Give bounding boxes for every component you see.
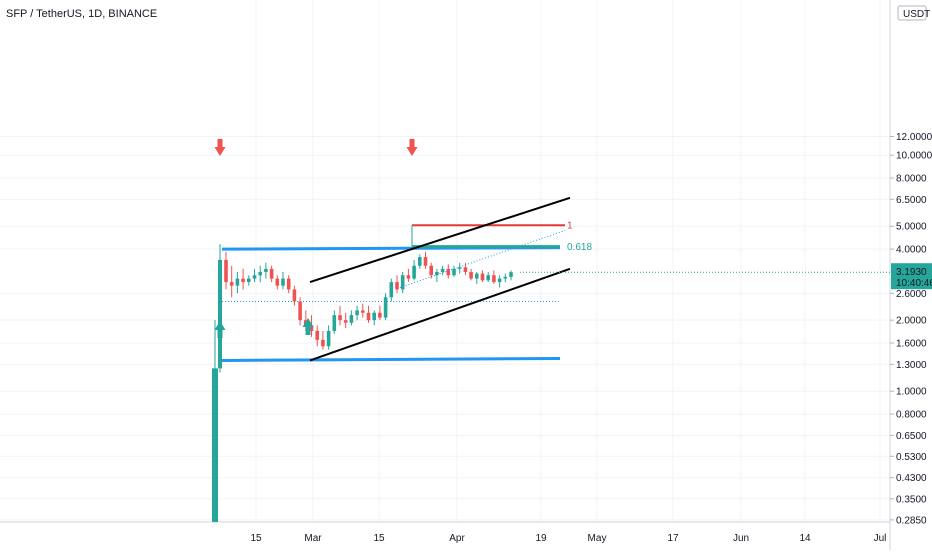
currency-badge [897,5,927,21]
candle-body [378,312,382,318]
y-tick-label: 0.8000 [896,410,927,421]
y-tick-label: 2.0000 [896,316,927,327]
candle-body [383,297,388,318]
candle-body [224,259,228,283]
arrow-down-icon [214,139,226,156]
candle-body [412,265,416,279]
y-tick-label: 4.0000 [896,245,927,256]
support-level-line [221,356,561,362]
candle-body [355,310,359,316]
arrow-up-icon [214,321,226,338]
y-tick-label: 0.2850 [896,515,927,526]
candle-body [486,275,490,281]
y-tick-label: 0.6500 [896,431,927,442]
candle-body [326,330,331,347]
candle-body [361,310,365,313]
candle-body [463,267,468,272]
candle-body [235,278,240,286]
candle-body [315,330,319,340]
x-tick-label: 15 [373,533,385,544]
candle-body [218,259,222,369]
x-tick-label: Jul [874,533,887,544]
x-tick-label: May [588,533,607,544]
candle-body [229,282,234,286]
candle-body [281,278,285,286]
candle-body [452,268,456,276]
price-badge [891,263,932,290]
candle-body [497,278,502,283]
candle-body [435,271,439,276]
channel-upper-line [309,196,571,284]
candle-body [241,278,245,283]
candle-body [292,289,297,302]
candle-body [275,278,280,286]
candle-body [423,257,428,266]
y-tick-label: 0.5300 [896,452,927,463]
arrow-up-icon [302,318,314,335]
candle-body [366,312,371,321]
symbol-title: SFP / TetherUS, 1D, BINANCE [6,8,158,20]
y-tick-label: 5.0000 [896,222,927,233]
fib-1-label: 1 [567,221,573,232]
y-tick-label: 1.0000 [896,387,927,398]
candle-body [400,275,405,290]
x-tick-label: Apr [449,533,465,544]
y-tick-label: 1.6000 [896,339,927,350]
candle-body [269,268,274,279]
y-tick-label: 1.3000 [896,360,927,371]
candle-body [264,268,268,272]
x-tick-label: 14 [799,533,811,544]
candle-body [338,315,342,321]
candle-body [309,325,314,331]
y-tick-label: 2.6000 [896,289,927,300]
y-tick-label: 8.0000 [896,174,927,185]
candle-body [509,272,513,277]
candle-body [395,282,399,290]
candle-body [475,273,479,279]
y-tick-label: 0.3500 [896,494,927,505]
candle-body [440,268,445,272]
candle-body [258,271,262,276]
channel-lower-line [309,267,571,362]
candle-body [372,312,376,321]
candle-body [418,257,422,266]
x-tick-label: Jun [733,533,749,544]
candle-body [457,267,462,269]
x-tick-label: Mar [304,533,322,544]
candle-body [247,278,251,283]
candle-body [252,275,257,279]
currency-badge-label: USDT [903,9,930,20]
candle-body [298,301,302,321]
channel-mid-dotted-line [399,229,566,288]
x-tick-label: 17 [667,533,679,544]
candle-body [492,275,496,283]
candle-body [332,315,337,331]
candle-body [389,282,394,298]
y-tick-label: 12.0000 [896,132,932,143]
candle-body [429,265,433,276]
candle-body [406,275,411,279]
arrow-down-icon [406,139,418,156]
y-tick-label: 0.4300 [896,473,927,484]
candle-body [480,273,485,281]
candle-body [343,320,348,323]
price-badge-value: 3.1930 [896,267,927,278]
fib-618-label: 0.618 [567,242,592,253]
candle-body [503,276,508,279]
x-tick-label: 15 [250,533,262,544]
y-tick-label: 10.0000 [896,151,932,162]
candle-body [212,368,218,522]
candle-body [469,271,473,279]
x-tick-label: 19 [535,533,547,544]
candle-body [349,315,354,323]
candle-body [321,339,325,347]
candle-body [446,268,451,276]
candle-body [286,278,291,290]
price-badge-countdown: 10:40:46 [896,278,932,289]
y-tick-label: 6.5000 [896,195,927,206]
